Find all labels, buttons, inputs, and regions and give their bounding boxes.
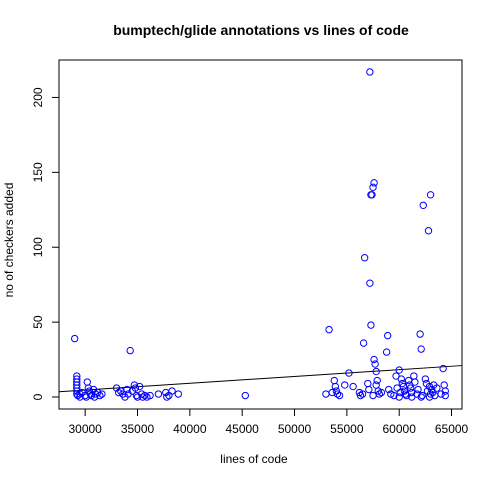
data-point-24 <box>98 390 106 398</box>
data-point-46 <box>163 393 171 401</box>
data-point-14 <box>83 378 91 386</box>
data-point-126 <box>441 391 449 400</box>
data-point-85 <box>382 348 391 356</box>
data-point-44 <box>154 390 163 398</box>
data-point-132 <box>395 393 403 401</box>
data-point-68 <box>365 385 373 394</box>
plot-area <box>58 59 463 410</box>
data-point-66 <box>360 254 369 262</box>
data-point-40 <box>139 393 147 401</box>
data-point-52 <box>325 325 333 334</box>
data-point-125 <box>441 387 449 395</box>
data-point-60 <box>345 369 353 377</box>
data-point-26 <box>114 388 123 397</box>
x-tick-label-1: 35000 <box>121 422 155 436</box>
data-point-87 <box>385 385 393 394</box>
data-point-79 <box>373 376 381 385</box>
data-point-124 <box>440 381 448 389</box>
data-point-49 <box>174 390 183 398</box>
x-tick-label-6: 60000 <box>383 422 417 436</box>
data-point-70 <box>366 279 374 287</box>
x-axis-label: lines of code <box>220 452 288 466</box>
x-tick-label-7: 65000 <box>435 422 469 436</box>
axes: 30000 35000 40000 45000 50000 55000 60000 65000… <box>31 87 469 436</box>
data-point-75 <box>370 179 378 187</box>
data-point-110 <box>421 375 430 383</box>
x-tick-label-4: 50000 <box>278 422 312 436</box>
data-point-84 <box>377 388 386 397</box>
data-point-35 <box>131 384 140 392</box>
data-point-103 <box>411 378 419 386</box>
data-point-54 <box>330 376 338 385</box>
data-point-82 <box>369 391 377 400</box>
data-point-69 <box>366 68 374 76</box>
y-tick-label-1: 50 <box>31 315 45 329</box>
data-point-67 <box>364 379 372 388</box>
data-point-50 <box>241 391 250 400</box>
data-point-129 <box>417 393 425 401</box>
data-point-65 <box>359 339 368 347</box>
data-point-86 <box>383 331 392 340</box>
data-point-77 <box>371 360 379 368</box>
data-point-127 <box>396 388 404 397</box>
data-point-107 <box>417 345 425 353</box>
data-points <box>71 68 449 401</box>
data-point-9 <box>76 390 84 398</box>
data-point-73 <box>368 191 376 199</box>
data-point-108 <box>418 391 426 400</box>
data-point-41 <box>141 391 149 400</box>
data-point-113 <box>424 227 433 235</box>
data-point-78 <box>372 367 380 376</box>
regression-line <box>58 365 463 393</box>
x-tick-label-2: 40000 <box>173 422 207 436</box>
data-point-131 <box>408 393 416 401</box>
data-point-76 <box>370 355 378 364</box>
data-point-83 <box>372 381 380 389</box>
data-point-123 <box>439 364 447 373</box>
data-point-55 <box>331 382 340 391</box>
data-point-32 <box>126 346 134 355</box>
x-tick-label-0: 30000 <box>68 422 102 436</box>
data-point-72 <box>367 321 375 329</box>
data-point-48 <box>168 387 176 395</box>
data-point-91 <box>395 366 403 374</box>
data-point-23 <box>96 391 104 400</box>
data-point-106 <box>416 330 424 338</box>
data-point-89 <box>390 391 398 400</box>
data-point-100 <box>407 384 415 392</box>
data-point-63 <box>356 391 365 400</box>
chart-title: bumptech/glide annotations vs lines of c… <box>113 22 409 38</box>
data-point-101 <box>408 388 416 397</box>
y-tick-label-4: 200 <box>31 87 45 107</box>
data-point-30 <box>123 385 131 394</box>
data-point-59 <box>341 381 349 389</box>
data-point-74 <box>369 183 377 192</box>
data-point-128 <box>392 372 400 380</box>
data-point-109 <box>419 201 427 209</box>
x-tick-label-5: 55000 <box>330 422 364 436</box>
data-point-121 <box>433 384 441 392</box>
data-point-90 <box>393 384 401 392</box>
y-tick-label-3: 150 <box>31 162 45 182</box>
data-point-61 <box>349 382 357 391</box>
data-point-38 <box>135 382 144 391</box>
data-point-105 <box>414 385 422 394</box>
data-point-53 <box>328 388 336 397</box>
data-point-0 <box>71 334 79 343</box>
y-tick-label-2: 100 <box>31 237 45 257</box>
data-point-116 <box>426 191 435 199</box>
x-tick-label-3: 45000 <box>225 422 259 436</box>
data-point-57 <box>333 390 342 398</box>
data-point-43 <box>146 391 154 400</box>
y-tick-label-0: 0 <box>31 393 45 400</box>
data-point-58 <box>335 391 344 400</box>
data-point-51 <box>322 390 330 398</box>
data-point-98 <box>404 376 413 385</box>
data-point-64 <box>358 390 367 398</box>
data-point-102 <box>410 372 418 380</box>
y-axis-label: no of checkers added <box>2 183 16 298</box>
data-point-130 <box>425 393 434 401</box>
